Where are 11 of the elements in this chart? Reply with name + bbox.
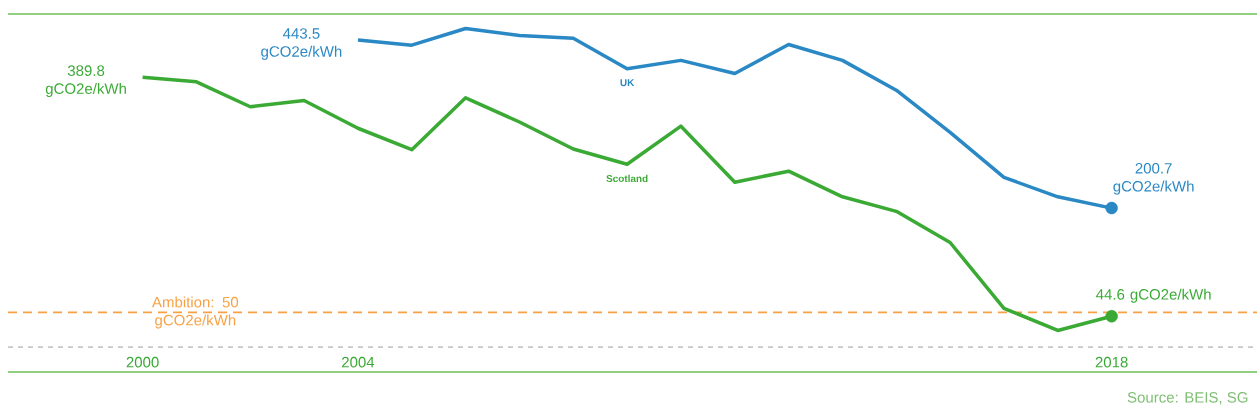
data-label: 200.7 gCO2e/kWh <box>1113 162 1194 195</box>
data-label: 389.8 gCO2e/kWh <box>45 65 126 97</box>
series-label: Scotland <box>606 174 648 183</box>
data-label: 443.5 gCO2e/kWh <box>261 28 342 60</box>
source-note: Source: BEIS, SG <box>1127 392 1248 405</box>
series-label: UK <box>620 79 635 87</box>
ref-line-label: Ambition: 50 gCO2e/kWh <box>152 296 239 329</box>
data-label: 44.6 gCO2e/kWh <box>1096 288 1211 303</box>
x-tick-label: 2000 <box>126 356 159 368</box>
x-tick-label: 2004 <box>342 356 375 368</box>
x-tick-label: 2018 <box>1095 356 1128 368</box>
